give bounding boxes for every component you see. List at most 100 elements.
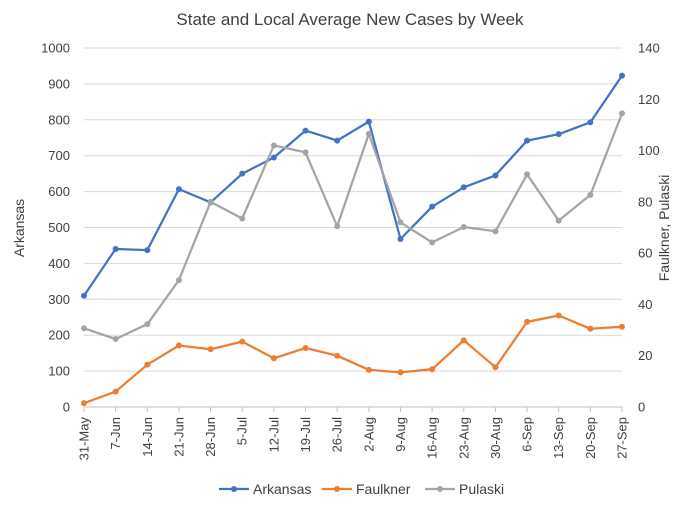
right-tick-label: 60: [638, 246, 652, 261]
left-tick-label: 900: [48, 76, 70, 91]
left-tick-label: 100: [48, 364, 70, 379]
x-tick-label: 19-Jul: [298, 417, 313, 453]
right-axis-ticks: 0 20 40 60 80 100 120 140: [638, 41, 660, 415]
faulkner-point: [397, 369, 404, 376]
pulaski-point: [112, 336, 119, 343]
pulaski-point: [144, 321, 151, 328]
pulaski-point: [524, 171, 531, 178]
faulkner-point: [524, 318, 531, 325]
pulaski-legend-marker: [437, 486, 443, 492]
pulaski-point: [429, 239, 436, 246]
x-tick-label: 21-Jun: [171, 417, 186, 457]
faulkner-legend-label: Faulkner: [356, 481, 411, 497]
faulkner-point: [144, 361, 151, 368]
faulkner-point: [334, 352, 341, 359]
left-tick-label: 700: [48, 148, 70, 163]
faulkner-point: [207, 346, 214, 353]
left-tick-label: 200: [48, 328, 70, 343]
x-axis-ticks: 31-May 7-Jun 14-Jun 21-Jun 28-Jun 5-Jul 12-Jul…: [77, 417, 630, 461]
pulaski-point: [587, 191, 594, 198]
x-tick-label: 6-Sep: [520, 417, 535, 452]
arkansas-point: [81, 292, 87, 299]
arkansas-point: [334, 137, 341, 144]
arkansas-point: [429, 203, 436, 210]
x-tick-label: 31-May: [77, 417, 92, 461]
x-tick-label: 30-Aug: [488, 417, 503, 459]
arkansas-point: [619, 72, 625, 79]
pulaski-point: [460, 223, 467, 230]
left-tick-label: 500: [48, 220, 70, 235]
axes: [83, 406, 623, 412]
faulkner-point: [587, 325, 594, 332]
arkansas-point: [587, 119, 594, 126]
x-tick-label: 27-Sep: [615, 417, 630, 459]
faulkner-point: [619, 323, 625, 330]
left-tick-label: 300: [48, 292, 70, 307]
pulaski-legend-label: Pulaski: [459, 481, 504, 497]
right-tick-label: 120: [638, 92, 660, 107]
arkansas-point: [239, 170, 246, 177]
series-lines: [81, 72, 625, 407]
x-tick-label: 5-Jul: [235, 417, 250, 445]
left-tick-label: 0: [63, 400, 70, 415]
right-tick-label: 40: [638, 297, 652, 312]
x-tick-label: 12-Jul: [266, 417, 281, 453]
left-axis-ticks: 0 100 200 300 400 500 600 700 800 900 1000: [41, 41, 70, 415]
pulaski-point: [239, 215, 246, 222]
pulaski-point: [492, 228, 499, 235]
x-tick-label: 16-Aug: [425, 417, 440, 459]
right-tick-label: 140: [638, 41, 660, 56]
arkansas-legend-label: Arkansas: [253, 481, 311, 497]
pulaski-point: [365, 130, 372, 137]
arkansas-point: [524, 137, 531, 144]
arkansas-legend-marker: [231, 486, 237, 492]
right-axis-title: Faulkner, Pulaski: [656, 175, 672, 282]
faulkner-point: [175, 342, 182, 349]
faulkner-point: [492, 364, 499, 371]
x-tick-label: 9-Aug: [393, 417, 408, 452]
faulkner-point: [81, 400, 87, 407]
pulaski-point: [397, 219, 404, 226]
pulaski-point: [302, 149, 309, 156]
faulkner-legend-marker: [334, 486, 340, 492]
arkansas-point: [302, 127, 309, 134]
x-tick-label: 28-Jun: [203, 417, 218, 457]
arkansas-point: [365, 118, 372, 125]
chart-title: State and Local Average New Cases by Wee…: [176, 10, 524, 29]
faulkner-point: [460, 337, 467, 344]
pulaski-line: [83, 112, 624, 341]
arkansas-point: [492, 172, 499, 179]
x-tick-label: 26-Jul: [330, 417, 345, 453]
right-tick-label: 100: [638, 143, 660, 158]
faulkner-point: [112, 388, 119, 395]
faulkner-line: [83, 314, 623, 405]
faulkner-point: [270, 355, 277, 362]
gridlines: [84, 47, 622, 372]
arkansas-line: [83, 74, 623, 297]
arkansas-point: [397, 235, 404, 242]
legend: Arkansas Faulkner Pulaski: [219, 481, 504, 497]
arkansas-point: [144, 247, 151, 254]
left-tick-label: 600: [48, 184, 70, 199]
arkansas-point: [175, 186, 182, 193]
right-tick-label: 80: [638, 194, 652, 209]
pulaski-point: [81, 325, 87, 332]
arkansas-point: [460, 184, 467, 191]
faulkner-point: [302, 345, 309, 352]
faulkner-point: [429, 366, 436, 373]
pulaski-point: [555, 217, 562, 224]
faulkner-point: [239, 338, 246, 345]
pulaski-point: [175, 277, 182, 284]
faulkner-point: [365, 366, 372, 373]
x-tick-label: 7-Jun: [108, 417, 123, 450]
pulaski-point: [619, 110, 625, 117]
right-tick-label: 0: [638, 400, 645, 415]
left-axis-title: Arkansas: [11, 199, 27, 257]
x-tick-label: 23-Aug: [456, 417, 471, 459]
pulaski-point: [334, 223, 341, 230]
left-tick-label: 1000: [41, 41, 70, 56]
right-tick-label: 20: [638, 348, 652, 363]
x-tick-label: 13-Sep: [551, 417, 566, 459]
left-tick-label: 400: [48, 256, 70, 271]
